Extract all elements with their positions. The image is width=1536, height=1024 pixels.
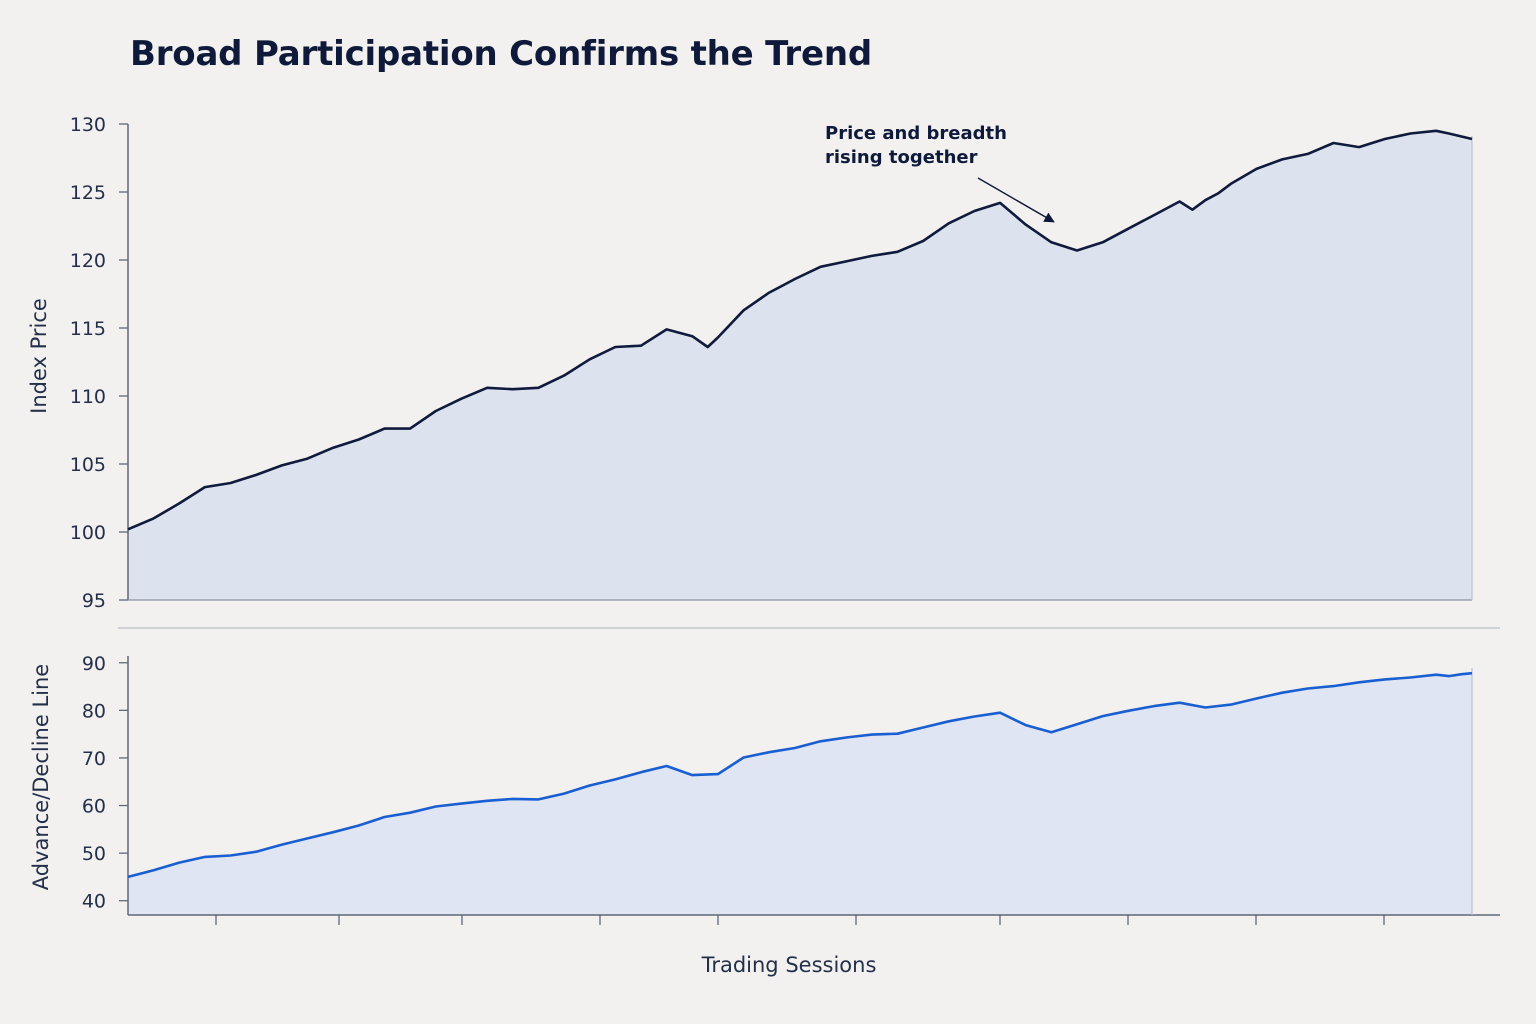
breadth-y-ticks: 40 50 60 70 80 90: [82, 653, 128, 913]
annotation-arrow: [977, 177, 1055, 223]
price-panel: 95 100 105 110 115 120 125 130 Index Price Pric…: [27, 114, 1473, 612]
y-tick-label: 100: [70, 522, 106, 544]
y-tick-label: 90: [82, 653, 106, 675]
y-tick-label: 120: [70, 250, 106, 272]
chart-title: Broad Participation Confirms the Trend: [130, 34, 872, 74]
y-tick-label: 130: [70, 114, 106, 136]
price-series-line: [127, 129, 1473, 531]
y-tick-label: 40: [82, 891, 106, 913]
breadth-series-line: [127, 671, 1473, 879]
breadth-area-fill: [128, 673, 1472, 915]
x-axis-ticks: [215, 915, 1385, 925]
breadth-panel: 40 50 60 70 80 90 Advance/Decline Line Tradin…: [29, 653, 1500, 977]
y-tick-label: 125: [70, 182, 106, 204]
price-y-ticks: 95 100 105 110 115 120 125 130: [70, 114, 128, 612]
y-tick-label: 80: [82, 700, 106, 722]
price-area-fill: [128, 130, 1472, 601]
annotation-line-1: Price and breadth: [825, 123, 1007, 144]
y-tick-label: 105: [70, 454, 106, 476]
breadth-y-axis-title: Advance/Decline Line: [29, 664, 53, 890]
y-tick-label: 70: [82, 748, 106, 770]
annotation-line-2: rising together: [825, 147, 978, 168]
y-tick-label: 115: [70, 318, 106, 340]
annotation: Price and breadth rising together: [825, 123, 1055, 223]
y-tick-label: 95: [82, 590, 106, 612]
y-tick-label: 110: [70, 386, 106, 408]
x-axis-title: Trading Sessions: [701, 953, 877, 977]
price-y-axis-title: Index Price: [27, 298, 51, 414]
y-tick-label: 60: [82, 796, 106, 818]
y-tick-label: 50: [82, 843, 106, 865]
